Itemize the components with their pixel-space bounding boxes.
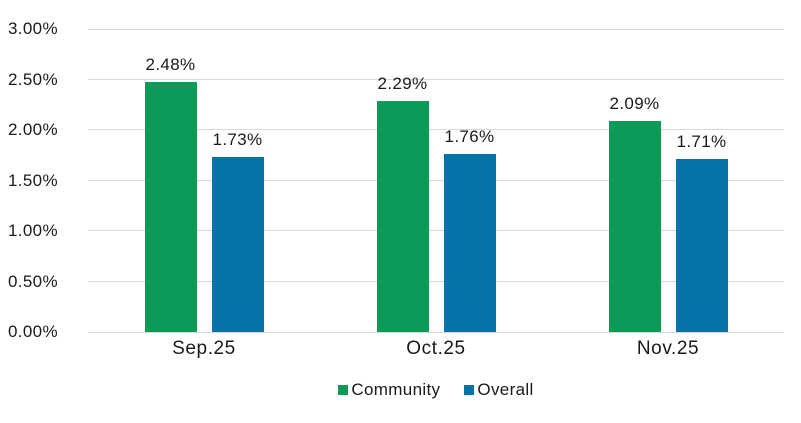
bar-overall: [443, 154, 496, 332]
x-tick-label: Nov.25: [636, 338, 700, 359]
bar-value-label: 1.73%: [212, 130, 263, 150]
gridline: [88, 180, 784, 181]
x-tick-label: Oct.25: [406, 338, 466, 359]
bar-with-label: 1.71%: [675, 29, 728, 332]
legend-item-community: Community: [338, 380, 440, 400]
legend-marker-overall: [464, 385, 475, 395]
plot-area: 2.48% 1.73% 2.29% 1.76% 2.09% 1.71%: [88, 28, 784, 333]
y-tick-label: 2.50%: [8, 69, 58, 89]
legend-marker-community: [338, 385, 349, 395]
bar-community: [376, 100, 429, 332]
legend-label-community: Community: [351, 380, 441, 399]
y-tick-label: 0.00%: [8, 322, 58, 341]
bar-with-label: 2.48%: [144, 29, 197, 332]
bar-group: 2.29% 1.76%: [320, 29, 552, 332]
gridline: [88, 28, 784, 30]
bar-value-label: 2.29%: [377, 73, 428, 93]
x-tick-label: Sep.25: [172, 338, 236, 359]
bar-group: 2.48% 1.73%: [88, 29, 320, 332]
x-axis: Sep.25 Oct.25 Nov.25: [88, 338, 784, 360]
bar-community: [608, 120, 661, 332]
y-axis: 3.00% 2.50% 2.00% 1.50% 1.00% 0.50% 0.00%: [8, 19, 66, 341]
y-tick-label: 1.50%: [8, 170, 58, 190]
bar-group: 2.09% 1.71%: [552, 29, 784, 332]
bar-value-label: 1.71%: [676, 132, 727, 152]
gridline: [88, 331, 784, 333]
y-tick-label: 2.00%: [8, 120, 58, 139]
bar-overall: [675, 159, 728, 332]
bar-with-label: 1.76%: [443, 29, 496, 332]
gridline: [88, 281, 784, 282]
gridline: [88, 129, 784, 131]
bar-overall: [211, 157, 264, 332]
y-tick-label: 1.00%: [8, 221, 58, 240]
gridline: [88, 230, 784, 232]
bar-with-label: 2.09%: [608, 29, 661, 332]
legend-item-overall: Overall: [464, 380, 533, 400]
bar-groups: 2.48% 1.73% 2.29% 1.76% 2.09% 1.71%: [88, 29, 784, 332]
legend: Community Overall: [88, 380, 784, 400]
bar-value-label: 2.48%: [145, 54, 196, 74]
y-tick-label: 3.00%: [8, 19, 58, 38]
bar-with-label: 1.73%: [211, 29, 264, 332]
gridline: [88, 78, 784, 80]
y-tick-label: 0.50%: [8, 271, 58, 291]
bar-with-label: 2.29%: [376, 29, 429, 332]
bar-value-label: 1.76%: [444, 127, 495, 147]
bar-community: [144, 81, 197, 332]
legend-label-overall: Overall: [477, 380, 534, 399]
bar-value-label: 2.09%: [609, 93, 660, 113]
